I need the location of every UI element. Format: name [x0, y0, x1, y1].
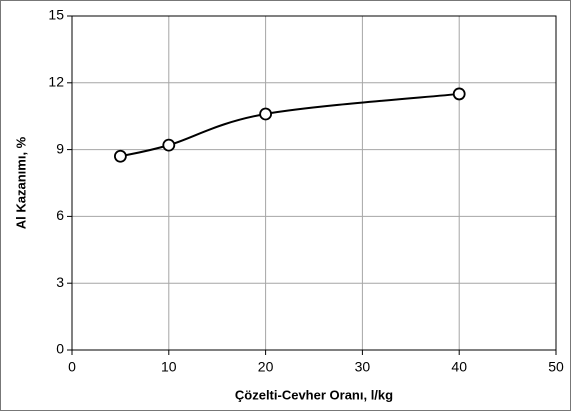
marker	[452, 87, 466, 101]
x-tick-label: 30	[355, 359, 371, 375]
y-tick-label: 15	[48, 7, 64, 23]
x-tick-label: 10	[161, 359, 177, 375]
y-tick-label: 9	[56, 140, 64, 156]
y-tick-label: 3	[56, 274, 64, 290]
x-tick-label: 50	[548, 359, 564, 375]
line	[120, 92, 460, 158]
y-tick-label: 6	[56, 207, 64, 223]
x-tick-label: 0	[68, 359, 76, 375]
x-tick-label: 20	[258, 359, 274, 375]
plot-frame	[71, 15, 557, 351]
marker	[259, 107, 273, 121]
y-tick-label: 12	[48, 74, 64, 90]
x-axis-title: Çözelti-Cevher Oranı, l/kg	[235, 387, 393, 402]
y-axis-title: Al Kazanımı, %	[13, 136, 28, 229]
marker	[162, 138, 176, 152]
marker	[114, 149, 127, 163]
x-tick-label: 40	[451, 359, 467, 375]
y-tick-label: 0	[56, 341, 64, 357]
